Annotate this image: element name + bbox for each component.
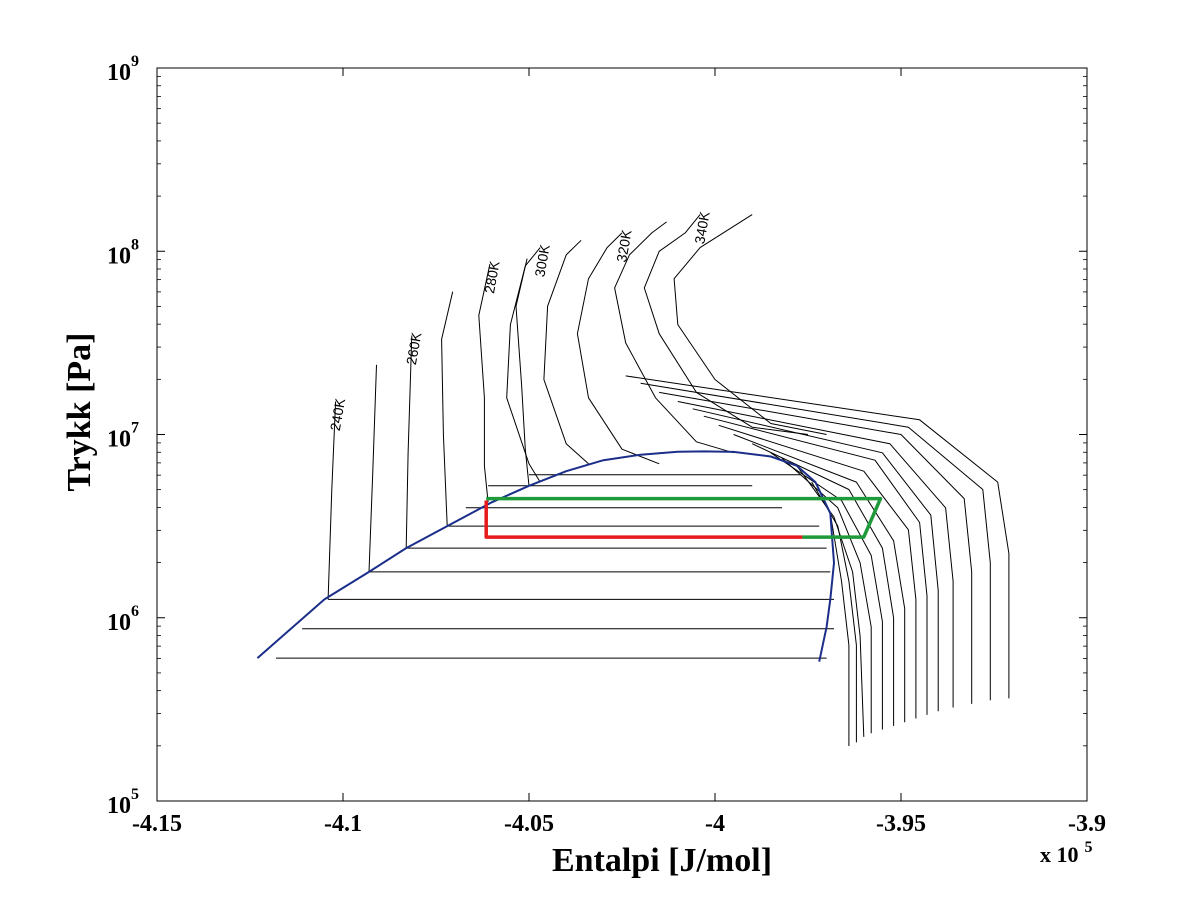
x-tick-label: -4.15	[132, 811, 182, 837]
isotherm-line	[368, 364, 377, 572]
superheated-line	[703, 415, 928, 715]
plot-area	[156, 67, 1088, 802]
x-multiplier: x 10 5	[1040, 839, 1093, 867]
superheated-line	[733, 434, 906, 723]
superheated-line	[692, 408, 939, 712]
y-tick-exponent: 8	[131, 236, 139, 253]
isotherm-label: 260K	[403, 330, 425, 366]
y-tick-label: 108	[107, 236, 139, 269]
x-multiplier-exp: 5	[1085, 839, 1093, 856]
y-tick-label: 105	[107, 786, 139, 819]
isotherm-labels: 240K 260K 280K 300K 320K 340K	[327, 209, 713, 432]
x-tick-label: -4.1	[324, 811, 362, 837]
y-axis-title: Trykk [Pa]	[61, 333, 98, 492]
cycle-high-pressure	[486, 496, 883, 539]
superheated-line	[718, 424, 917, 719]
y-tick-label: 109	[107, 53, 139, 86]
isotherm-line	[506, 247, 541, 483]
isotherm-line	[515, 258, 530, 486]
x-tick-label: -4.05	[504, 811, 554, 837]
superheated-line	[659, 391, 973, 704]
y-tick-label: 106	[107, 603, 139, 636]
x-tick-label: -4	[705, 811, 725, 837]
isotherm-line	[405, 335, 413, 549]
axis-ticks	[156, 67, 1088, 802]
x-multiplier-base: x 10	[1040, 842, 1079, 867]
y-tick-exponent: 9	[131, 53, 139, 70]
isotherm-label: 320K	[613, 228, 635, 264]
superheated-line	[677, 401, 954, 708]
axis-tick-labels: -4.15 -4.1 -4.05 -4 -3.95 -3.9 105 106 107 108 109	[107, 53, 1106, 837]
y-tick-exponent: 5	[131, 786, 139, 803]
superheated-line	[770, 452, 883, 730]
isotherm-line	[614, 221, 734, 454]
isotherm-line	[643, 214, 809, 435]
isotherm-line	[673, 214, 827, 435]
isotherm-label: 280K	[481, 259, 503, 295]
isotherm-line	[327, 401, 337, 600]
isotherm-label: 340K	[691, 209, 713, 245]
isotherm-line	[576, 232, 660, 465]
y-tick-label: 107	[107, 420, 139, 453]
isotherm-label: 240K	[327, 396, 349, 432]
superheated-line	[640, 382, 991, 701]
isotherm-label: 300K	[531, 242, 553, 278]
saturation-dome	[256, 450, 835, 662]
plot-lines	[256, 214, 1010, 746]
isotherm-line	[543, 239, 589, 465]
superheated-line	[751, 443, 895, 726]
x-axis-title: Entalpi [J/mol]	[552, 842, 772, 879]
y-tick-exponent: 6	[131, 603, 139, 620]
cycle-low-pressure	[484, 500, 803, 539]
superheated-line	[625, 375, 1010, 699]
x-tick-label: -3.9	[1068, 811, 1106, 837]
isotherm-line	[478, 263, 491, 503]
y-tick-exponent: 7	[131, 420, 139, 437]
isotherm-line	[441, 291, 454, 527]
superheated-line	[829, 513, 850, 746]
x-tick-label: -3.95	[876, 811, 926, 837]
